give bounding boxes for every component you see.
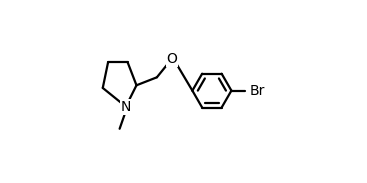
Text: O: O [167,52,177,66]
Text: Br: Br [249,84,265,98]
Text: N: N [121,100,131,114]
